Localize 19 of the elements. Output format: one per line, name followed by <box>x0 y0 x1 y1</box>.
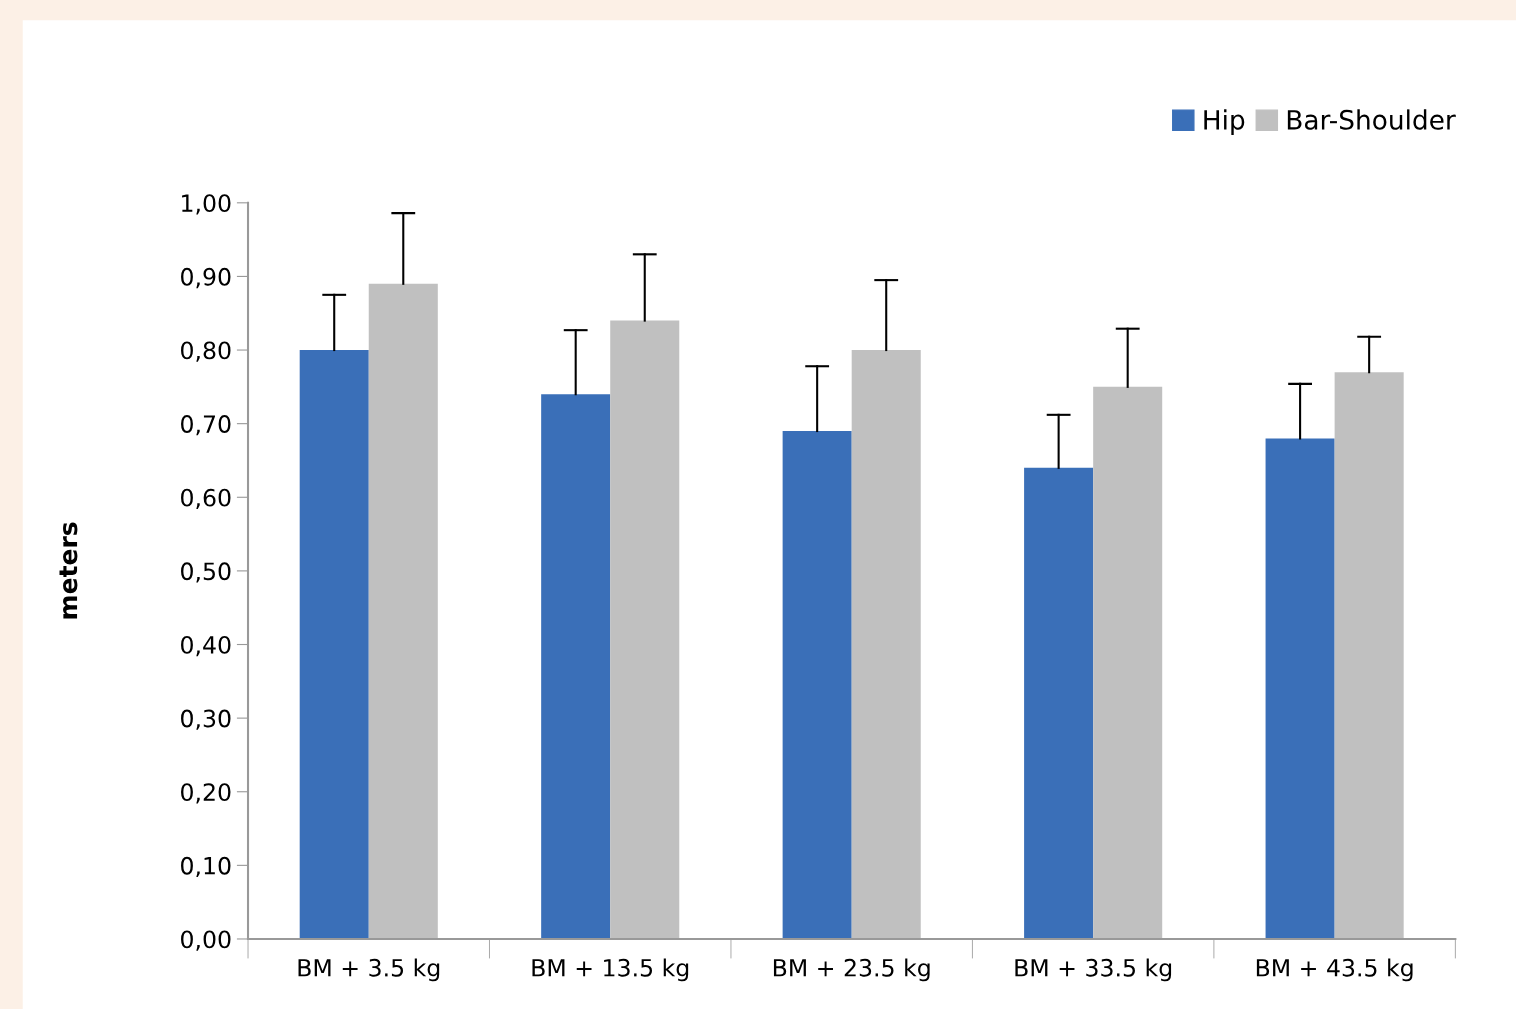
y-tick-label: 0,10 <box>181 856 231 878</box>
y-tick-label: 0,90 <box>181 267 231 289</box>
x-tick-label: BM + 23.5 kg <box>773 958 930 982</box>
x-tick-label: BM + 43.5 kg <box>1256 958 1413 982</box>
x-tick-label: BM + 13.5 kg <box>532 958 689 982</box>
y-tick-label: 0,70 <box>181 415 231 436</box>
y-tick-label: 0,60 <box>181 488 231 509</box>
y-axis-title: meters <box>59 522 78 619</box>
y-tick-label: 0,50 <box>181 562 231 583</box>
y-tick-label: 0,30 <box>181 709 231 730</box>
y-tick-label: 0,20 <box>181 783 231 804</box>
y-tick-label: 1,00 <box>182 194 231 215</box>
legend-label: Bar-Shoulder <box>1287 109 1456 130</box>
y-tick-label: 0,40 <box>181 635 231 657</box>
x-tick-label: BM + 33.5 kg <box>1015 958 1172 982</box>
legend-label: Hip <box>1204 109 1245 135</box>
y-tick-label: 0,80 <box>181 341 231 362</box>
y-tick-label: 0,00 <box>181 930 231 951</box>
x-tick-label: BM + 3.5 kg <box>298 958 440 982</box>
